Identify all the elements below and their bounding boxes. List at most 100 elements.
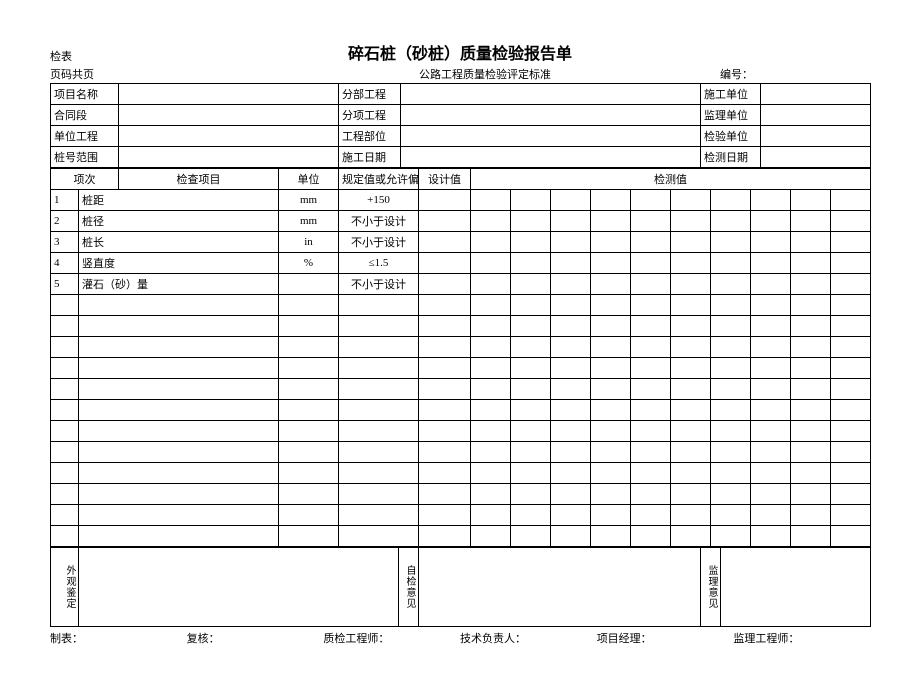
empty-cell bbox=[339, 505, 419, 526]
empty-cell bbox=[631, 421, 671, 442]
empty-cell bbox=[551, 400, 591, 421]
row-measure-cell bbox=[471, 253, 511, 274]
row-spec: ≤1.5 bbox=[339, 253, 419, 274]
info-row: 桩号范围 施工日期 检测日期 bbox=[51, 147, 871, 168]
page-number-label: 页码共页 bbox=[50, 66, 250, 82]
empty-cell bbox=[631, 358, 671, 379]
row-measure-cell bbox=[791, 190, 831, 211]
row-item: 灌石（砂）量 bbox=[79, 274, 279, 295]
row-spec: 不小于设计 bbox=[339, 232, 419, 253]
table-row bbox=[51, 484, 871, 505]
empty-cell bbox=[551, 463, 591, 484]
table-row bbox=[51, 358, 871, 379]
empty-cell bbox=[79, 337, 279, 358]
row-measure-cell bbox=[511, 211, 551, 232]
row-measure-cell bbox=[831, 232, 871, 253]
row-measure-cell bbox=[711, 253, 751, 274]
empty-cell bbox=[551, 379, 591, 400]
empty-cell bbox=[591, 400, 631, 421]
empty-cell bbox=[511, 400, 551, 421]
empty-cell bbox=[791, 463, 831, 484]
empty-cell bbox=[671, 463, 711, 484]
empty-cell bbox=[511, 337, 551, 358]
empty-cell bbox=[419, 442, 471, 463]
empty-cell bbox=[631, 295, 671, 316]
project-name-label: 项目名称 bbox=[51, 84, 119, 105]
empty-cell bbox=[671, 421, 711, 442]
pile-range-label: 桩号范围 bbox=[51, 147, 119, 168]
row-measure-cell bbox=[671, 232, 711, 253]
empty-cell bbox=[419, 505, 471, 526]
empty-cell bbox=[471, 526, 511, 547]
supervision-opinion-value bbox=[721, 548, 871, 627]
empty-cell bbox=[471, 379, 511, 400]
empty-cell bbox=[339, 316, 419, 337]
empty-cell bbox=[671, 442, 711, 463]
inspection-unit-label: 检验单位 bbox=[701, 126, 761, 147]
table-row bbox=[51, 421, 871, 442]
empty-cell bbox=[511, 484, 551, 505]
empty-cell bbox=[671, 379, 711, 400]
empty-cell bbox=[711, 442, 751, 463]
inspection-date-value bbox=[761, 147, 871, 168]
empty-cell bbox=[471, 421, 511, 442]
empty-cell bbox=[791, 526, 831, 547]
form-number-label: 编号： bbox=[720, 66, 870, 82]
spec-header: 规定值或允许偏 bbox=[339, 169, 419, 190]
empty-cell bbox=[79, 358, 279, 379]
empty-cell bbox=[551, 484, 591, 505]
empty-cell bbox=[831, 358, 871, 379]
row-measure-cell bbox=[551, 211, 591, 232]
item-no-header: 项次 bbox=[51, 169, 119, 190]
row-item: 桩径 bbox=[79, 211, 279, 232]
row-measure-cell bbox=[711, 211, 751, 232]
empty-cell bbox=[551, 337, 591, 358]
row-measure-cell bbox=[791, 232, 831, 253]
row-measure-cell bbox=[551, 232, 591, 253]
row-measure-cell bbox=[471, 211, 511, 232]
project-part-value bbox=[401, 126, 701, 147]
empty-cell bbox=[279, 442, 339, 463]
empty-cell bbox=[279, 379, 339, 400]
empty-cell bbox=[631, 316, 671, 337]
reviewer-label: 复核： bbox=[187, 630, 324, 646]
row-measure-cell bbox=[591, 232, 631, 253]
row-no: 5 bbox=[51, 274, 79, 295]
inspection-date-label: 检测日期 bbox=[701, 147, 761, 168]
empty-cell bbox=[791, 316, 831, 337]
row-measure-cell bbox=[751, 211, 791, 232]
table-row: 2桩径mm不小于设计 bbox=[51, 211, 871, 232]
empty-cell bbox=[751, 421, 791, 442]
row-measure-cell bbox=[551, 253, 591, 274]
table-row bbox=[51, 379, 871, 400]
empty-cell bbox=[791, 358, 831, 379]
empty-cell bbox=[51, 337, 79, 358]
empty-cell bbox=[419, 484, 471, 505]
empty-cell bbox=[51, 400, 79, 421]
empty-cell bbox=[791, 442, 831, 463]
supervision-unit-value bbox=[761, 105, 871, 126]
empty-cell bbox=[279, 295, 339, 316]
row-unit: mm bbox=[279, 211, 339, 232]
supervision-unit-label: 监理单位 bbox=[701, 105, 761, 126]
empty-cell bbox=[831, 316, 871, 337]
empty-cell bbox=[591, 463, 631, 484]
row-measure-cell bbox=[671, 211, 711, 232]
contract-section-label: 合同段 bbox=[51, 105, 119, 126]
row-unit: in bbox=[279, 232, 339, 253]
empty-cell bbox=[51, 442, 79, 463]
empty-cell bbox=[279, 484, 339, 505]
check-label: 检表 bbox=[50, 48, 110, 64]
table-row bbox=[51, 400, 871, 421]
project-manager-label: 项目经理： bbox=[597, 630, 734, 646]
row-design bbox=[419, 190, 471, 211]
empty-cell bbox=[419, 400, 471, 421]
empty-cell bbox=[831, 484, 871, 505]
empty-cell bbox=[419, 358, 471, 379]
empty-cell bbox=[339, 295, 419, 316]
row-measure-cell bbox=[551, 274, 591, 295]
row-design bbox=[419, 274, 471, 295]
row-design bbox=[419, 211, 471, 232]
row-measure-cell bbox=[751, 232, 791, 253]
empty-cell bbox=[419, 337, 471, 358]
